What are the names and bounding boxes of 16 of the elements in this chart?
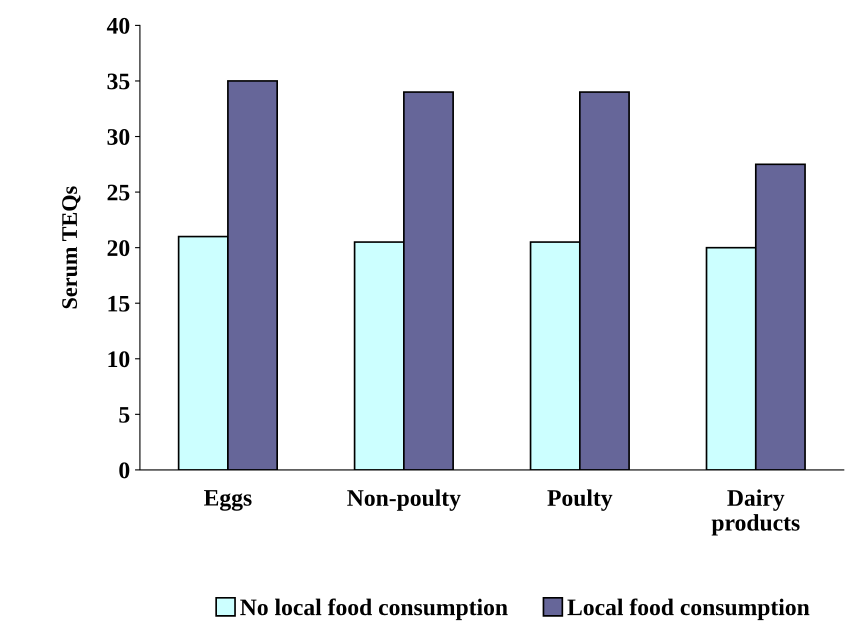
x-tick-label: Poulty bbox=[547, 489, 612, 511]
legend-label: No local food consumption bbox=[240, 598, 508, 620]
y-tick-label: 10 bbox=[108, 351, 130, 368]
x-tick-label: Non-poulty bbox=[347, 489, 461, 511]
y-tick-label: 35 bbox=[107, 74, 130, 90]
x-tick-label: Dairy products bbox=[712, 489, 800, 536]
y-tick-label: 5 bbox=[119, 407, 130, 423]
x-tick-label: Eggs bbox=[204, 490, 252, 511]
y-tick-label: 15 bbox=[108, 296, 130, 312]
y-tick-label: 25 bbox=[108, 184, 130, 201]
legend-label: Local food consumption bbox=[567, 598, 810, 620]
y-tick-label: 20 bbox=[108, 240, 130, 256]
y-tick-label: 40 bbox=[106, 18, 130, 34]
y-tick-label: 30 bbox=[107, 129, 130, 145]
y-axis-title: Serum TEQs bbox=[62, 186, 80, 308]
y-tick-label: 0 bbox=[119, 462, 130, 478]
